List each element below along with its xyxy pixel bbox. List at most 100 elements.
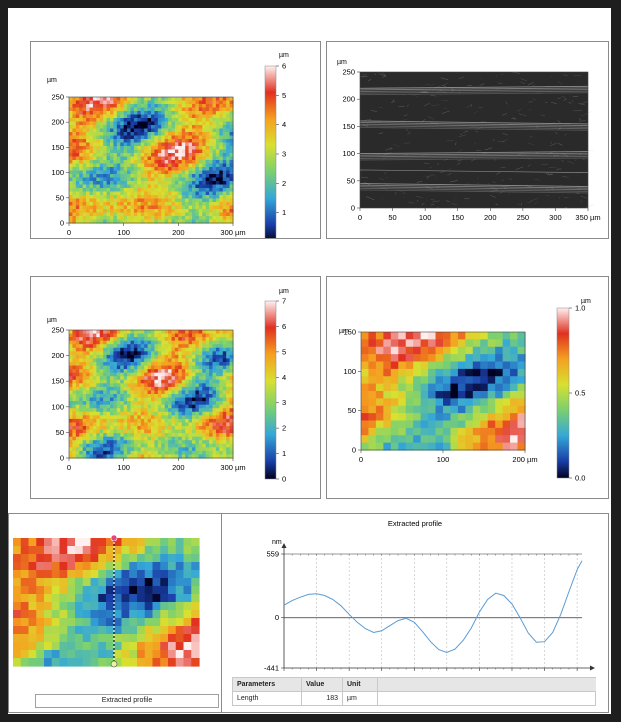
y-tick-label: 100 xyxy=(342,149,355,158)
y-unit-label: µm xyxy=(337,59,347,66)
micrograph-image xyxy=(359,71,595,209)
header-value: Value xyxy=(301,677,343,692)
x-tick-label: 140 xyxy=(506,673,519,674)
profile-start-handle[interactable] xyxy=(110,534,118,542)
y-tick-label: 50 xyxy=(56,428,64,437)
y-tick-label: 200 xyxy=(51,351,64,360)
x-tick-label: 0 xyxy=(358,213,362,222)
heatmap-image xyxy=(69,97,234,224)
colorbar-tick-label: 6 xyxy=(282,322,286,331)
x-tick-label: 100 xyxy=(441,673,454,674)
colorbar-tick-label: 4 xyxy=(282,120,286,129)
y-unit-label: nm xyxy=(272,539,282,546)
x-tick-label: 250 xyxy=(517,213,530,222)
colorbar-tick-label: 1.0 xyxy=(575,304,585,313)
y-unit-label: µm xyxy=(47,317,57,324)
heatmap-image xyxy=(13,538,200,667)
x-tick-label: 150 xyxy=(451,213,464,222)
y-tick-label: 50 xyxy=(348,406,356,415)
x-tick-label: 300 µm xyxy=(220,463,245,472)
colorbar-tick-label: 0 xyxy=(282,238,286,239)
x-tick-label: 80 xyxy=(410,673,418,674)
y-tick-label: 50 xyxy=(347,176,355,185)
colorbar-tick-label: 2 xyxy=(282,179,286,188)
x-tick-label: 50 xyxy=(388,213,396,222)
y-tick-label: 100 xyxy=(51,402,64,411)
table-row: Length 183 µm xyxy=(232,691,596,706)
height-map-panel-3: µm 0 100 200 µm 0 50 100 150 µm 0.0 0.5 1.0 xyxy=(326,276,609,499)
colorbar xyxy=(264,65,277,238)
x-tick-label: 350 µm xyxy=(575,213,600,222)
x-tick-label: 100 xyxy=(419,213,432,222)
micrograph-panel: µm 0 50 100 150 200 250 300 350 µm 0 50 100 150 200 2… xyxy=(326,41,609,239)
optical-micrograph: µm 0 50 100 150 200 250 300 350 µm 0 50 100 150 200 2… xyxy=(337,59,601,222)
colorbar-tick-label: 1 xyxy=(282,449,286,458)
y-tick-label: 0 xyxy=(351,204,355,213)
x-tick-label: 100 xyxy=(437,455,450,464)
y-tick-label: 150 xyxy=(342,122,355,131)
colorbar-tick-label: 0 xyxy=(282,475,286,484)
y-tick-label: 150 xyxy=(343,328,356,337)
y-tick-label: 200 xyxy=(51,118,64,127)
y-tick-label: 0 xyxy=(60,219,64,228)
profile-source-map xyxy=(13,534,200,668)
y-tick-label: 150 xyxy=(51,377,64,386)
header-unit: Unit xyxy=(342,677,378,692)
height-map-1: µm 0 100 200 300 µm 0 50 100 150 200 250 µm 0 1 2 3 4… xyxy=(47,52,289,239)
x-tick-label: 200 xyxy=(484,213,497,222)
height-map-panel-2: µm 0 100 200 300 µm 0 50 100 150 200 250 µm 0 1 2 3 4… xyxy=(30,276,321,499)
profile-end-handle[interactable] xyxy=(110,660,118,668)
y-tick-label: 250 xyxy=(51,326,64,335)
colorbar-tick-label: 7 xyxy=(282,297,286,306)
colorbar-tick-label: 1 xyxy=(282,208,286,217)
y-tick-label: 0 xyxy=(352,446,356,455)
x-tick-label: 200 µm xyxy=(512,455,537,464)
height-map-3: µm 0 100 200 µm 0 50 100 150 µm 0.0 0.5 1.0 xyxy=(339,298,591,483)
cell-unit: µm xyxy=(342,691,378,706)
colorbar-tick-label: 6 xyxy=(282,62,286,71)
x-tick-label: 20 xyxy=(312,673,320,674)
x-tick-label: 300 xyxy=(549,213,562,222)
x-tick-label: 0 xyxy=(67,228,71,237)
y-unit-label: µm xyxy=(47,77,57,84)
cell-value: 183 xyxy=(301,691,343,706)
x-tick-label: 160 xyxy=(538,673,551,674)
colorbar-title: µm xyxy=(279,52,289,59)
profile-source-panel xyxy=(8,513,223,713)
colorbar xyxy=(556,307,570,479)
colorbar-tick-label: 2 xyxy=(282,424,286,433)
x-tick-label: 180 µm xyxy=(565,673,590,674)
x-tick-label: 120 xyxy=(473,673,486,674)
y-tick-label: 0 xyxy=(60,454,64,463)
header-parameters: Parameters xyxy=(232,677,302,692)
y-tick-label: 150 xyxy=(51,143,64,152)
x-tick-label: 300 µm xyxy=(220,228,245,237)
colorbar-tick-label: 3 xyxy=(282,398,286,407)
x-tick-label: 200 xyxy=(172,463,185,472)
colorbar xyxy=(264,300,277,480)
colorbar-tick-label: 0.5 xyxy=(575,389,585,398)
height-map-2: µm 0 100 200 300 µm 0 50 100 150 200 250 µm 0 1 2 3 4… xyxy=(47,288,289,484)
x-tick-label: 40 xyxy=(345,673,353,674)
x-tick-label: 100 xyxy=(117,228,130,237)
x-tick-label: 60 xyxy=(378,673,386,674)
y-tick-label: 100 xyxy=(51,168,64,177)
x-tick-label: 0 xyxy=(359,455,363,464)
y-tick-label: 50 xyxy=(56,193,64,202)
y-tick-label: 200 xyxy=(342,95,355,104)
y-tick-label: -441 xyxy=(264,664,279,673)
x-tick-label: 0 xyxy=(67,463,71,472)
x-tick-label: 200 xyxy=(172,228,185,237)
heatmap-image xyxy=(69,330,234,459)
y-unit-label: µm xyxy=(339,328,349,335)
profile-caption: Extracted profile xyxy=(35,694,219,708)
colorbar-tick-label: 3 xyxy=(282,150,286,159)
profile-chart: Extracted profile nm 0 20 40 60 80 100 120 140 1… xyxy=(264,519,595,674)
y-tick-label: 0 xyxy=(275,613,279,622)
x-tick-label: 0 xyxy=(282,673,286,674)
parameters-table: Parameters Value Unit Length 183 µm xyxy=(232,677,596,706)
profile-series-line xyxy=(283,560,583,654)
height-map-panel-1: µm 0 100 200 300 µm 0 50 100 150 200 250 µm 0 1 2 3 4… xyxy=(30,41,321,239)
y-tick-label: 100 xyxy=(343,367,356,376)
